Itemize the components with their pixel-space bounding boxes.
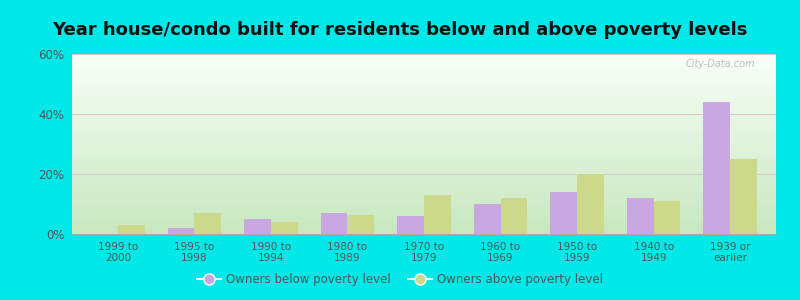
Bar bbox=[730, 159, 757, 234]
Bar bbox=[474, 204, 501, 234]
Legend: Owners below poverty level, Owners above poverty level: Owners below poverty level, Owners above… bbox=[193, 269, 607, 291]
Text: Year house/condo built for residents below and above poverty levels: Year house/condo built for residents bel… bbox=[52, 21, 748, 39]
Bar bbox=[577, 174, 604, 234]
Bar bbox=[501, 198, 527, 234]
Bar bbox=[550, 192, 577, 234]
Bar bbox=[398, 216, 424, 234]
Bar bbox=[118, 225, 145, 234]
Bar bbox=[424, 195, 450, 234]
Bar bbox=[168, 228, 194, 234]
Text: City-Data.com: City-Data.com bbox=[686, 59, 755, 69]
Bar bbox=[244, 219, 271, 234]
Bar bbox=[347, 214, 374, 234]
Bar bbox=[271, 222, 298, 234]
Bar bbox=[321, 213, 347, 234]
Bar bbox=[194, 213, 222, 234]
Bar bbox=[703, 102, 730, 234]
Bar bbox=[654, 201, 680, 234]
Bar bbox=[626, 198, 654, 234]
